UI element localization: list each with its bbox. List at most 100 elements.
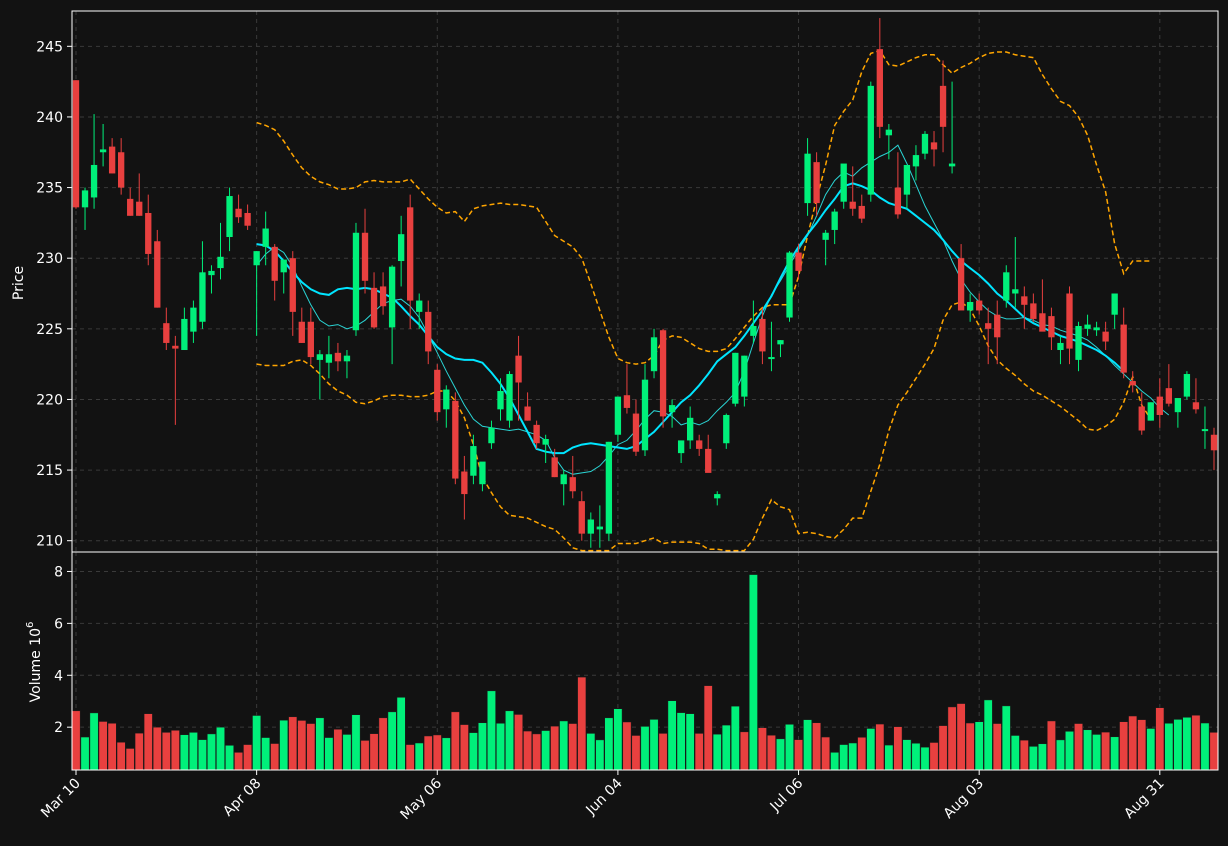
volume-bar: [134, 732, 144, 771]
candle-body: [641, 379, 649, 451]
candle-body: [117, 152, 125, 188]
volume-bar: [712, 733, 722, 771]
volume-bar: [324, 737, 334, 771]
candle-body: [768, 357, 775, 360]
volume-bar: [342, 734, 352, 771]
volume-bar: [604, 717, 614, 771]
candle-body: [452, 400, 459, 479]
volume-bar: [179, 734, 189, 771]
candle-body: [994, 314, 1001, 338]
candle-body: [235, 208, 242, 218]
volume-bar: [306, 723, 316, 771]
volume-bar: [423, 735, 433, 771]
volume-bar: [125, 748, 135, 771]
candle-body: [1039, 313, 1046, 332]
candle-body: [1057, 342, 1064, 351]
candle-body: [154, 241, 161, 308]
volume-bar: [1019, 739, 1029, 771]
volume-bar: [595, 739, 605, 771]
candle-body: [1192, 402, 1200, 410]
volume-bar: [803, 719, 812, 771]
candle-body: [1003, 272, 1010, 301]
candle-body: [479, 461, 486, 485]
volume-bar: [405, 744, 415, 771]
volume-bar: [830, 752, 840, 771]
volume-bar: [649, 719, 659, 771]
candle-body: [939, 85, 947, 127]
candle-body: [1120, 324, 1127, 373]
candle-body: [325, 354, 333, 363]
volume-panel-frame: [71, 551, 1219, 771]
volume-bar: [568, 723, 578, 771]
volume-bar: [667, 700, 677, 771]
sma-fast-line: [256, 144, 1170, 475]
candle-body: [506, 374, 513, 421]
volume-bar: [911, 743, 921, 771]
volume-bar: [387, 711, 397, 771]
candle-body: [1174, 398, 1182, 413]
price-axis-label: Price: [11, 266, 27, 300]
volume-bar: [1128, 715, 1138, 771]
volume-bar: [640, 726, 650, 771]
volume-bar: [613, 708, 623, 771]
candle-body: [723, 414, 730, 444]
volume-bar: [1101, 731, 1111, 771]
candle-body: [668, 405, 676, 413]
volume-bar: [767, 734, 776, 771]
volume-bar: [1137, 719, 1147, 771]
volume-bar: [776, 738, 785, 771]
volume-bar: [586, 733, 596, 771]
price-tick-label: 245: [36, 39, 63, 55]
volume-bar: [658, 733, 668, 771]
candle-body: [912, 155, 920, 167]
candle-body: [397, 234, 405, 262]
candle-body: [524, 406, 531, 421]
volume-bar: [378, 717, 388, 771]
candle-body: [99, 149, 107, 153]
candle-body: [732, 352, 739, 404]
candle-body: [1111, 293, 1118, 315]
volume-bar: [1119, 721, 1129, 771]
candle-body: [966, 301, 974, 311]
candle-body: [208, 270, 215, 276]
volume-bar: [216, 726, 225, 771]
candle-body: [443, 389, 450, 410]
candle-body: [921, 133, 929, 154]
price-tick-label: 220: [36, 392, 63, 408]
volume-bar: [839, 744, 849, 771]
candle-body: [831, 211, 838, 230]
volume-bar: [459, 724, 469, 771]
candle-body: [425, 311, 432, 352]
candle-body: [145, 212, 152, 254]
volume-bar: [929, 742, 939, 771]
volume-bar: [920, 746, 930, 771]
candle-body: [298, 321, 305, 343]
candle-body: [343, 355, 351, 362]
volume-bar: [198, 739, 207, 771]
volume-bar: [1083, 729, 1092, 771]
volume-bar: [143, 713, 153, 771]
volume-bar: [170, 730, 180, 771]
candle-body: [795, 252, 802, 271]
candle-body: [750, 325, 757, 336]
candle-body: [370, 287, 378, 328]
candle-body: [542, 438, 549, 445]
volume-bar: [1209, 732, 1219, 771]
volume-bar: [1191, 714, 1201, 771]
volume-bar: [288, 716, 298, 771]
candle-body: [885, 129, 893, 136]
candle-body: [650, 337, 658, 372]
volume-bar: [279, 719, 289, 771]
candle-body: [1030, 303, 1037, 319]
volume-bar: [1182, 717, 1192, 771]
volume-bar: [1047, 720, 1056, 771]
volume-bar: [739, 731, 749, 771]
volume-bar: [432, 734, 442, 771]
candle-body: [1093, 327, 1100, 331]
candle-body: [108, 146, 116, 174]
candle-body: [271, 246, 278, 281]
candle-body: [659, 330, 667, 417]
candle-body: [307, 321, 314, 358]
volume-bar: [974, 721, 984, 771]
candle-body: [289, 258, 296, 312]
